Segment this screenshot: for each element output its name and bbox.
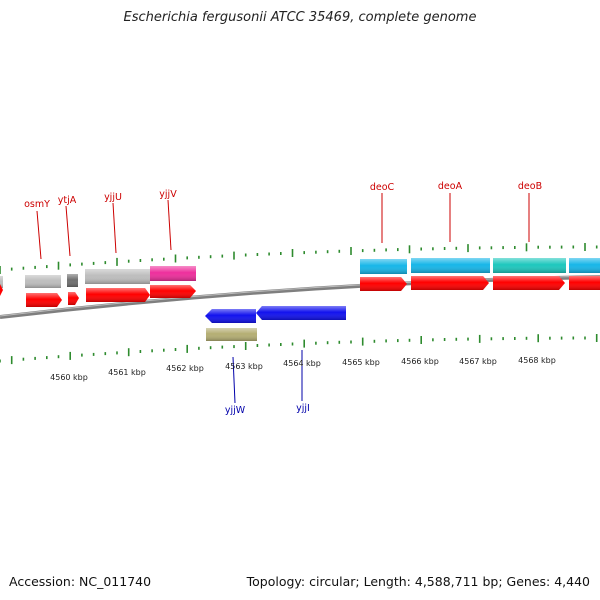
gene-label-deoc[interactable]: deoC [370,182,395,193]
scale-label-4564: 4564 kbp [283,359,321,368]
forward-tick-row [0,243,598,274]
track-reverse [205,306,346,341]
cds-arrow-osmy-region[interactable] [0,284,3,296]
scale-labels: 4560 kbp 4561 kbp 4562 kbp 4563 kbp 4564… [50,356,556,382]
gene-labels: osmY ytjA yjjU yjjV deoC deoA deoB yjjW … [24,181,542,416]
scale-label-4561: 4561 kbp [108,368,146,377]
genome-summary-text: Topology: circular; Length: 4,588,711 bp… [246,574,590,589]
gene-label-yjjw[interactable]: yjjW [225,405,246,416]
scale-label-4565: 4565 kbp [342,358,380,367]
gene-label-ytja[interactable]: ytjA [58,195,77,206]
gene-track-forward [0,258,600,288]
scale-label-4566: 4566 kbp [401,357,439,366]
accession-text: Accession: NC_011740 [9,574,152,589]
gene-label-yjju[interactable]: yjjU [104,192,122,203]
scale-label-4567: 4567 kbp [459,357,497,366]
gene-label-lines [36,193,530,404]
scale-label-4563: 4563 kbp [225,362,263,371]
gene-label-deoa[interactable]: deoA [438,181,463,192]
gene-label-yjjv[interactable]: yjjV [159,189,177,200]
scale-label-4560: 4560 kbp [50,373,88,382]
reverse-tick-row [0,334,598,365]
gene-label-osmy[interactable]: osmY [24,199,50,210]
gene-label-yjji[interactable]: yjjI [296,403,310,414]
map-title: Escherichia fergusonii ATCC 35469, compl… [123,10,477,25]
scale-label-4562: 4562 kbp [166,364,204,373]
gene-label-deob[interactable]: deoB [518,181,542,192]
cds-track-forward [0,276,600,307]
scale-label-4568: 4568 kbp [518,356,556,365]
